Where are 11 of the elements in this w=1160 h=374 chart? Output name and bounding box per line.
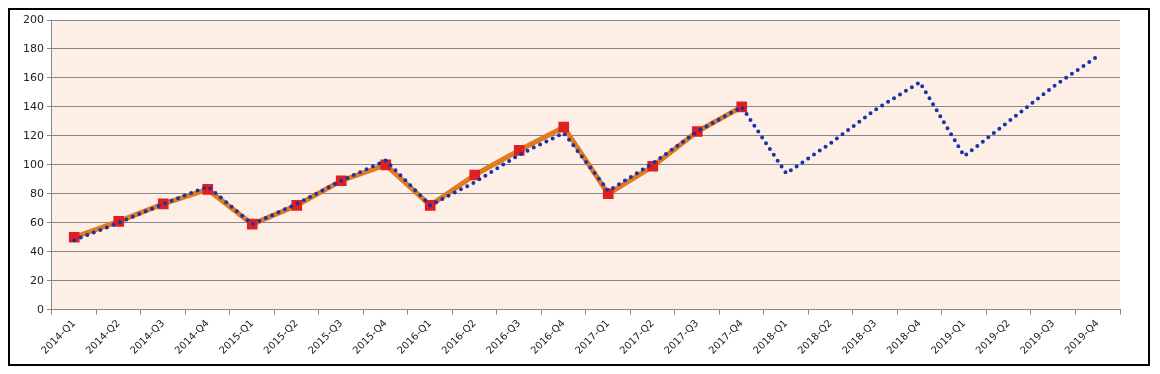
y-tick-label: 20 (30, 273, 44, 287)
y-tick-label: 60 (30, 215, 44, 229)
y-tick-label: 180 (23, 41, 44, 55)
y-tick-label: 0 (37, 302, 44, 316)
y-tick-label: 200 (23, 12, 44, 26)
y-tick-label: 80 (30, 186, 44, 200)
y-tick-label: 100 (23, 157, 44, 171)
y-tick-label: 160 (23, 70, 44, 84)
y-tick-label: 40 (30, 244, 44, 258)
y-tick-label: 140 (23, 99, 44, 113)
y-tick-label: 120 (23, 128, 44, 142)
